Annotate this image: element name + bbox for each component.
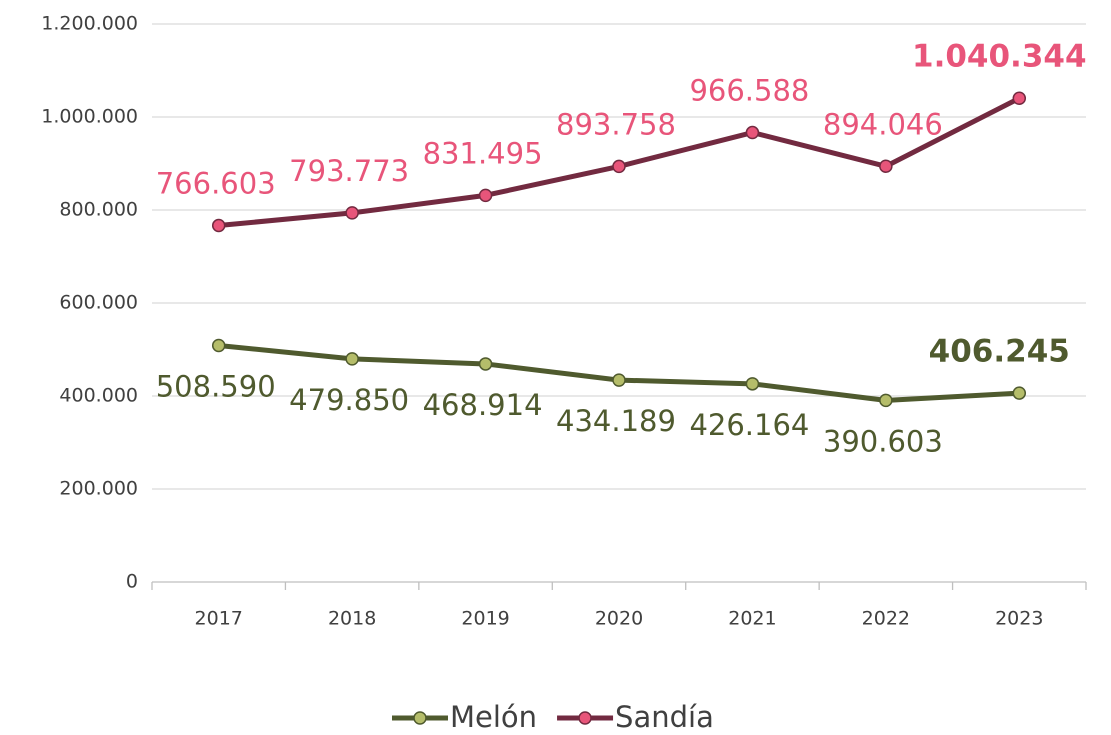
y-tick-label: 200.000: [59, 478, 138, 500]
data-label: 426.164: [689, 408, 809, 442]
marker: [211, 218, 226, 233]
x-tick-label: 2020: [595, 608, 643, 630]
marker: [745, 377, 760, 391]
marker: [478, 357, 493, 371]
x-tick-label: 2017: [195, 608, 243, 630]
data-label: 406.245: [929, 334, 1070, 370]
y-tick-label: 400.000: [59, 385, 138, 407]
marker: [1012, 91, 1027, 105]
x-tick-label: 2022: [862, 608, 910, 630]
data-label: 766.603: [156, 167, 276, 201]
data-label: 468.914: [423, 388, 543, 422]
y-tick-label: 800.000: [59, 199, 138, 221]
data-label: 1.040.344: [912, 39, 1087, 75]
marker: [879, 159, 893, 174]
marker: [612, 373, 626, 387]
data-label: 966.588: [689, 74, 809, 108]
x-tick-label: 2018: [328, 608, 376, 630]
marker: [345, 206, 359, 220]
marker: [1012, 386, 1027, 400]
legend-marker: [413, 711, 427, 725]
data-label: 893.758: [556, 107, 676, 141]
legend-label: Melón: [450, 700, 537, 734]
legend-marker: [578, 711, 592, 725]
y-tick-label: 1.200.000: [41, 13, 138, 35]
data-label: 793.773: [289, 154, 409, 188]
marker: [612, 159, 626, 174]
y-tick-label: 1.000.000: [41, 106, 138, 128]
legend-label: Sandía: [615, 700, 714, 734]
marker: [745, 125, 760, 140]
marker: [478, 188, 493, 203]
data-label: 390.603: [823, 424, 943, 458]
data-label: 894.046: [823, 107, 943, 141]
marker: [345, 352, 359, 366]
y-tick-label: 600.000: [59, 292, 138, 314]
x-tick-label: 2019: [461, 608, 509, 630]
data-label: 434.189: [556, 404, 676, 438]
data-label: 479.850: [289, 383, 409, 417]
data-label: 508.590: [156, 370, 276, 404]
marker: [879, 393, 893, 408]
y-tick-label: 0: [126, 571, 138, 593]
x-tick-label: 2021: [728, 608, 776, 630]
marker: [211, 338, 226, 353]
data-label: 831.495: [423, 136, 543, 170]
x-tick-label: 2023: [995, 608, 1043, 630]
